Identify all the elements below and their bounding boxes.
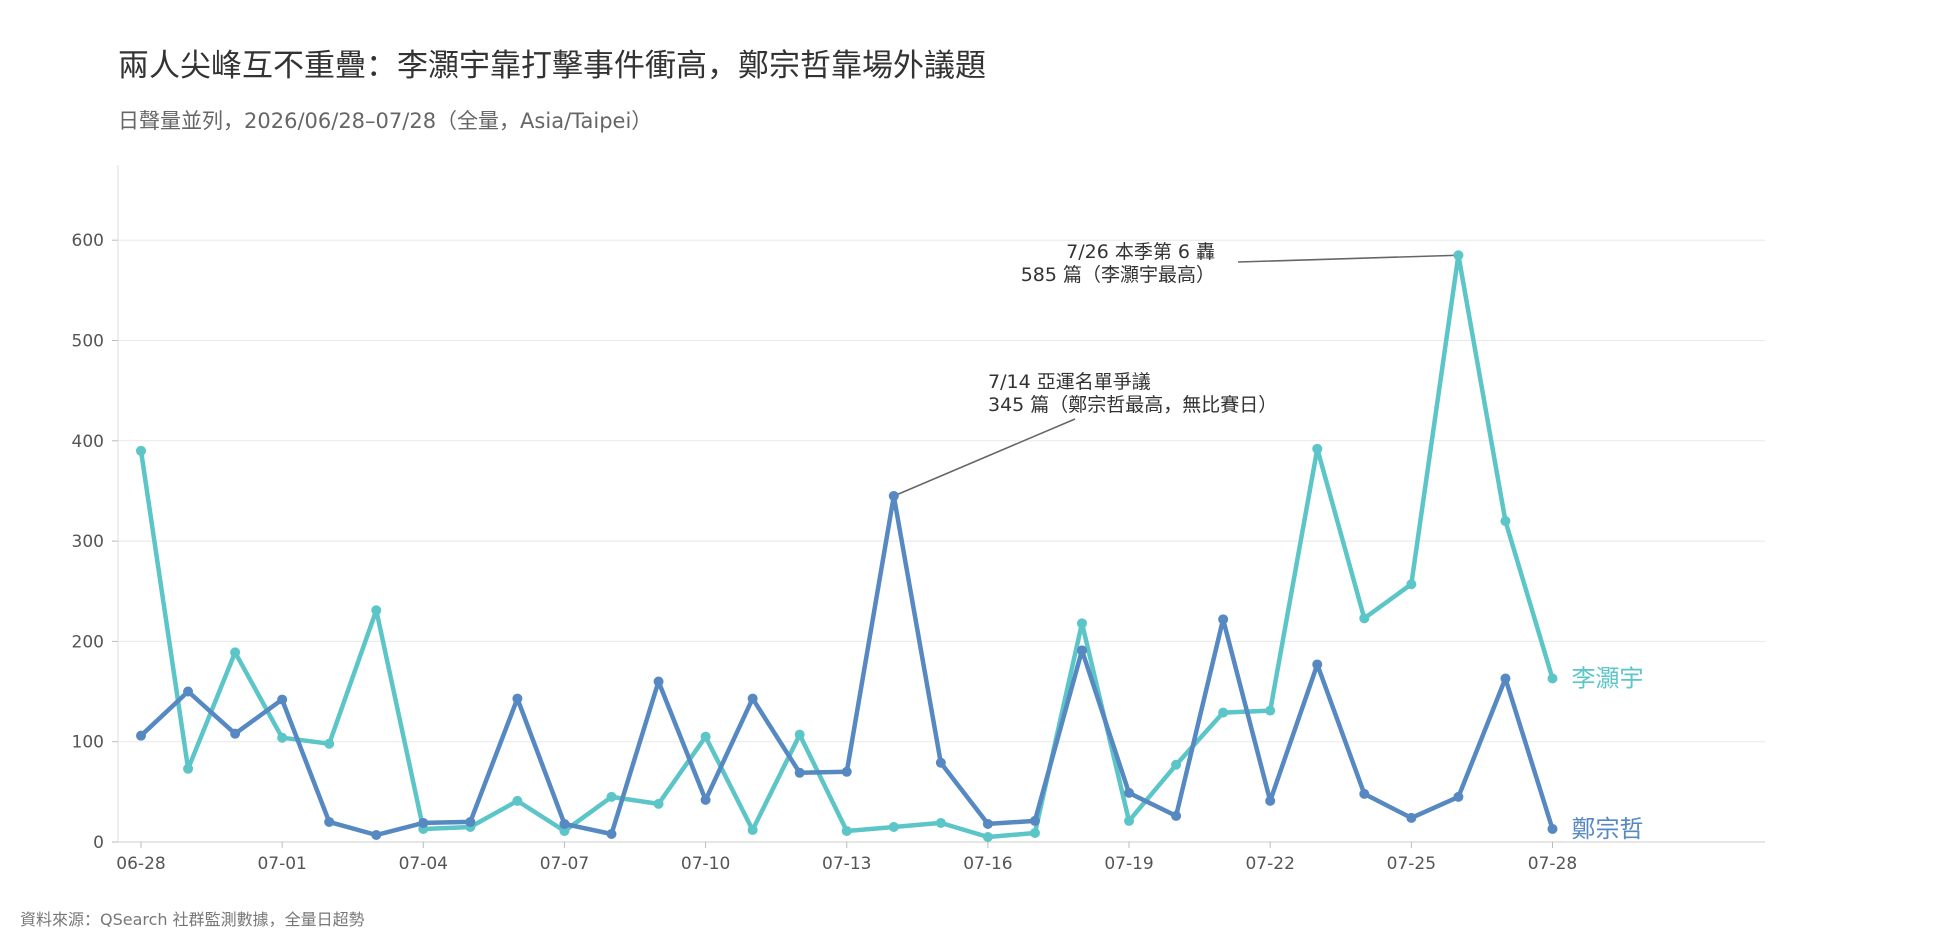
x-tick-label: 07-04 <box>399 854 448 874</box>
data-point <box>1312 659 1323 670</box>
x-tick-label: 07-07 <box>540 854 589 874</box>
data-point <box>794 729 805 740</box>
annotation-leader-line <box>893 418 1076 497</box>
data-point <box>1029 815 1040 826</box>
data-point <box>888 821 899 832</box>
gridlines <box>118 239 1765 743</box>
data-point <box>794 767 805 778</box>
data-point <box>653 798 664 809</box>
chart-source: 資料來源：QSearch 社群監測數據，全量日超勢 <box>20 910 365 929</box>
data-point <box>841 825 852 836</box>
x-tick-label: 07-25 <box>1387 854 1436 874</box>
data-point <box>559 818 570 829</box>
data-point <box>1547 673 1558 684</box>
data-point <box>653 676 664 687</box>
data-point <box>1406 812 1417 823</box>
data-point <box>1453 250 1464 261</box>
series-line-2 <box>138 493 1555 838</box>
data-point <box>1171 810 1182 821</box>
x-tick-label: 07-13 <box>822 854 871 874</box>
x-tick-label: 07-28 <box>1528 854 1577 874</box>
data-point <box>747 824 758 835</box>
annotation-leader-line <box>1237 254 1459 263</box>
annotation-text: 7/14 亞運名單爭議 <box>988 371 1151 393</box>
data-point <box>136 730 146 741</box>
data-point <box>841 766 852 777</box>
y-tick-label: 600 <box>72 231 104 251</box>
data-point <box>183 763 194 774</box>
data-point <box>1359 613 1370 624</box>
data-point <box>1500 673 1511 684</box>
x-tick-label: 07-10 <box>681 854 730 874</box>
data-point <box>606 828 617 839</box>
data-point <box>1077 645 1087 656</box>
series-label: 李灝宇 <box>1572 665 1644 693</box>
data-point <box>1171 759 1182 770</box>
y-tick-label: 200 <box>72 632 104 652</box>
annotation-text: 585 篇（李灝宇最高） <box>1021 264 1215 286</box>
y-tick-label: 100 <box>72 733 104 753</box>
y-tick-label: 400 <box>72 432 104 452</box>
data-point <box>1547 823 1558 834</box>
data-point <box>277 694 288 705</box>
x-tick-label: 07-16 <box>963 854 1012 874</box>
data-point <box>1124 787 1135 798</box>
data-point <box>1124 815 1135 826</box>
data-point <box>888 490 899 501</box>
data-point <box>1265 705 1276 716</box>
data-point <box>230 647 241 658</box>
data-point <box>700 731 711 742</box>
data-point <box>512 693 523 704</box>
data-point <box>418 817 429 828</box>
x-tick-label: 07-19 <box>1104 854 1153 874</box>
data-point <box>1359 788 1370 799</box>
data-point <box>1077 618 1087 629</box>
annotation-text: 7/26 本季第 6 轟 <box>1066 241 1215 263</box>
data-point <box>324 816 335 827</box>
data-point <box>1265 795 1276 806</box>
data-point <box>700 794 711 805</box>
y-tick-label: 0 <box>93 833 104 853</box>
x-tick-label: 07-01 <box>257 854 306 874</box>
data-point <box>1029 827 1040 838</box>
data-point <box>136 445 146 456</box>
data-point <box>559 825 570 836</box>
data-point <box>982 831 993 842</box>
chart-title: 兩人尖峰互不重疊：李灝宇靠打擊事件衝高，鄭宗哲靠場外議題 <box>118 48 986 84</box>
data-point <box>935 757 946 768</box>
y-tick-label: 300 <box>72 532 104 552</box>
data-point <box>606 791 617 802</box>
data-point <box>324 738 335 749</box>
x-tick-label: 07-22 <box>1245 854 1294 874</box>
x-tick-label: 06-28 <box>116 854 165 874</box>
series-label: 鄭宗哲 <box>1572 815 1644 843</box>
axes: 0 100 200 300 400 500 600 06-28 07-01 07-04 07-07 0… <box>72 165 1765 874</box>
data-point <box>183 686 194 697</box>
data-point <box>277 732 288 743</box>
data-point <box>747 693 758 704</box>
annotation-text: 345 篇（鄭宗哲最高，無比賽日） <box>988 394 1277 416</box>
series-line-1 <box>138 252 1555 840</box>
data-point <box>371 829 382 840</box>
data-point <box>982 818 993 829</box>
y-tick-label: 500 <box>72 332 104 352</box>
data-point <box>1312 443 1323 454</box>
data-point <box>1453 791 1464 802</box>
chart-subtitle: 日聲量並列，2026/06/28–07/28（全量，Asia/Taipei） <box>118 109 653 133</box>
data-point <box>1500 516 1511 527</box>
data-point <box>1218 614 1229 625</box>
data-point <box>230 728 241 739</box>
data-point <box>371 605 382 616</box>
data-point <box>512 795 523 806</box>
data-point <box>1218 707 1229 718</box>
data-point <box>935 817 946 828</box>
data-point <box>1406 579 1417 590</box>
data-point <box>465 816 476 827</box>
series <box>136 250 1558 842</box>
